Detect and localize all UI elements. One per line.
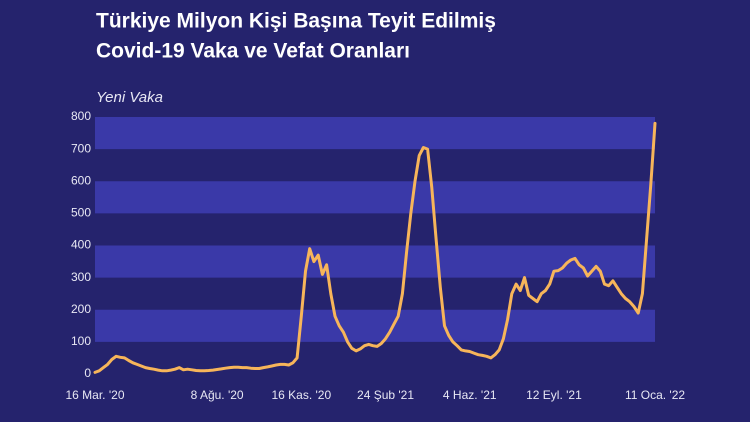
y-tick-label: 100 xyxy=(71,334,91,348)
x-tick-label: 16 Mar. '20 xyxy=(66,388,125,402)
x-tick-label: 8 Ağu. '20 xyxy=(191,388,244,402)
y-tick-label: 800 xyxy=(71,109,91,123)
grid-band xyxy=(95,117,655,150)
y-tick-label: 0 xyxy=(84,366,91,380)
chart-title: Covid-19 Vaka ve Vefat Oranları xyxy=(96,40,410,63)
y-tick-label: 500 xyxy=(71,206,91,220)
x-tick-label: 12 Eyl. '21 xyxy=(526,388,582,402)
line xyxy=(93,121,657,374)
y-tick-label: 300 xyxy=(71,270,91,284)
y-axis-label: Yeni Vaka xyxy=(96,89,163,106)
x-tick-label: 4 Haz. '21 xyxy=(443,388,497,402)
x-tick-label: 24 Şub '21 xyxy=(357,388,414,402)
grid-band xyxy=(95,245,655,278)
chart-title: Türkiye Milyon Kişi Başına Teyit Edilmiş xyxy=(96,10,496,33)
y-tick-label: 400 xyxy=(71,238,91,252)
y-tick-label: 700 xyxy=(71,141,91,155)
x-tick-label: 11 Oca. '22 xyxy=(625,388,685,402)
grid-band xyxy=(95,181,655,214)
x-tick-label: 16 Kas. '20 xyxy=(271,388,331,402)
grid-band xyxy=(95,309,655,342)
y-tick-label: 600 xyxy=(71,173,91,187)
y-tick-label: 200 xyxy=(71,302,91,316)
